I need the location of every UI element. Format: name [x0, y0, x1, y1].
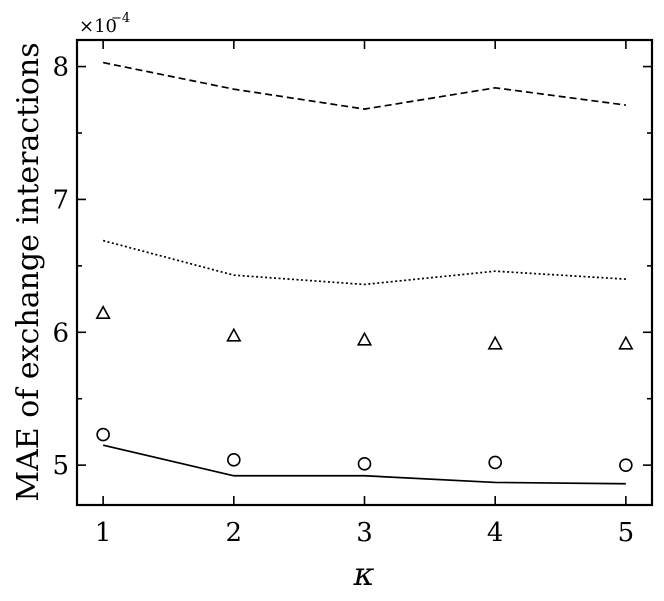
axis-ticks: 1 2 3 4 5 5 6 7 8	[52, 40, 652, 548]
plot-content	[95, 61, 634, 485]
triangle-marker-point	[618, 335, 634, 350]
circle-marker-point	[227, 453, 241, 467]
circle-marker-point	[96, 427, 110, 442]
y-axis-title: MAE of exchange interactions	[11, 42, 46, 501]
y-multiplier-exponent: −4	[111, 11, 130, 26]
y-tick-label: 6	[52, 318, 69, 348]
y-multiplier-base: ×10	[79, 16, 117, 37]
series-dashed-line	[102, 61, 626, 110]
series-solid-line	[102, 444, 626, 485]
x-tick-label: 2	[226, 518, 243, 548]
x-tick-label: 1	[95, 518, 112, 548]
y-tick-label: 5	[52, 451, 69, 481]
triangle-marker-point	[356, 331, 373, 346]
x-axis-title: κ	[353, 555, 375, 593]
x-tick-label: 5	[618, 518, 635, 548]
y-multiplier: ×10 −4	[79, 11, 130, 37]
y-tick-label: 7	[52, 185, 69, 215]
triangle-marker-point	[487, 335, 503, 350]
circle-marker-point	[488, 455, 502, 470]
x-tick-label: 3	[356, 518, 373, 548]
circle-marker-point	[619, 458, 633, 472]
circle-marker-point	[357, 457, 372, 471]
triangle-marker-point	[95, 305, 111, 320]
y-tick-label: 8	[52, 53, 69, 83]
x-tick-label: 4	[487, 518, 504, 548]
triangle-marker-point	[226, 327, 242, 342]
series-dotted-line	[102, 239, 626, 286]
